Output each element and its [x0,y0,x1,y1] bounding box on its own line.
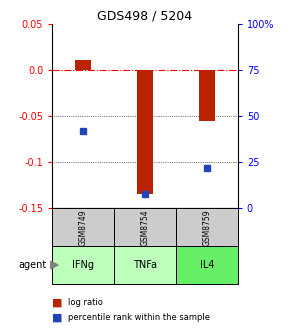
Text: percentile rank within the sample: percentile rank within the sample [68,313,210,322]
Title: GDS498 / 5204: GDS498 / 5204 [97,9,193,23]
Text: agent: agent [18,260,46,270]
Text: ■: ■ [52,312,63,323]
Text: ■: ■ [52,297,63,307]
Bar [75,60,91,70]
Text: IL4: IL4 [200,260,214,270]
Text: TNFa: TNFa [133,260,157,270]
Text: GSM8754: GSM8754 [140,209,150,246]
Text: log ratio: log ratio [68,298,103,307]
Text: IFNg: IFNg [72,260,94,270]
Bar [199,70,215,121]
Text: GSM8749: GSM8749 [79,209,88,246]
Text: GSM8759: GSM8759 [202,209,211,246]
Bar [137,70,153,195]
